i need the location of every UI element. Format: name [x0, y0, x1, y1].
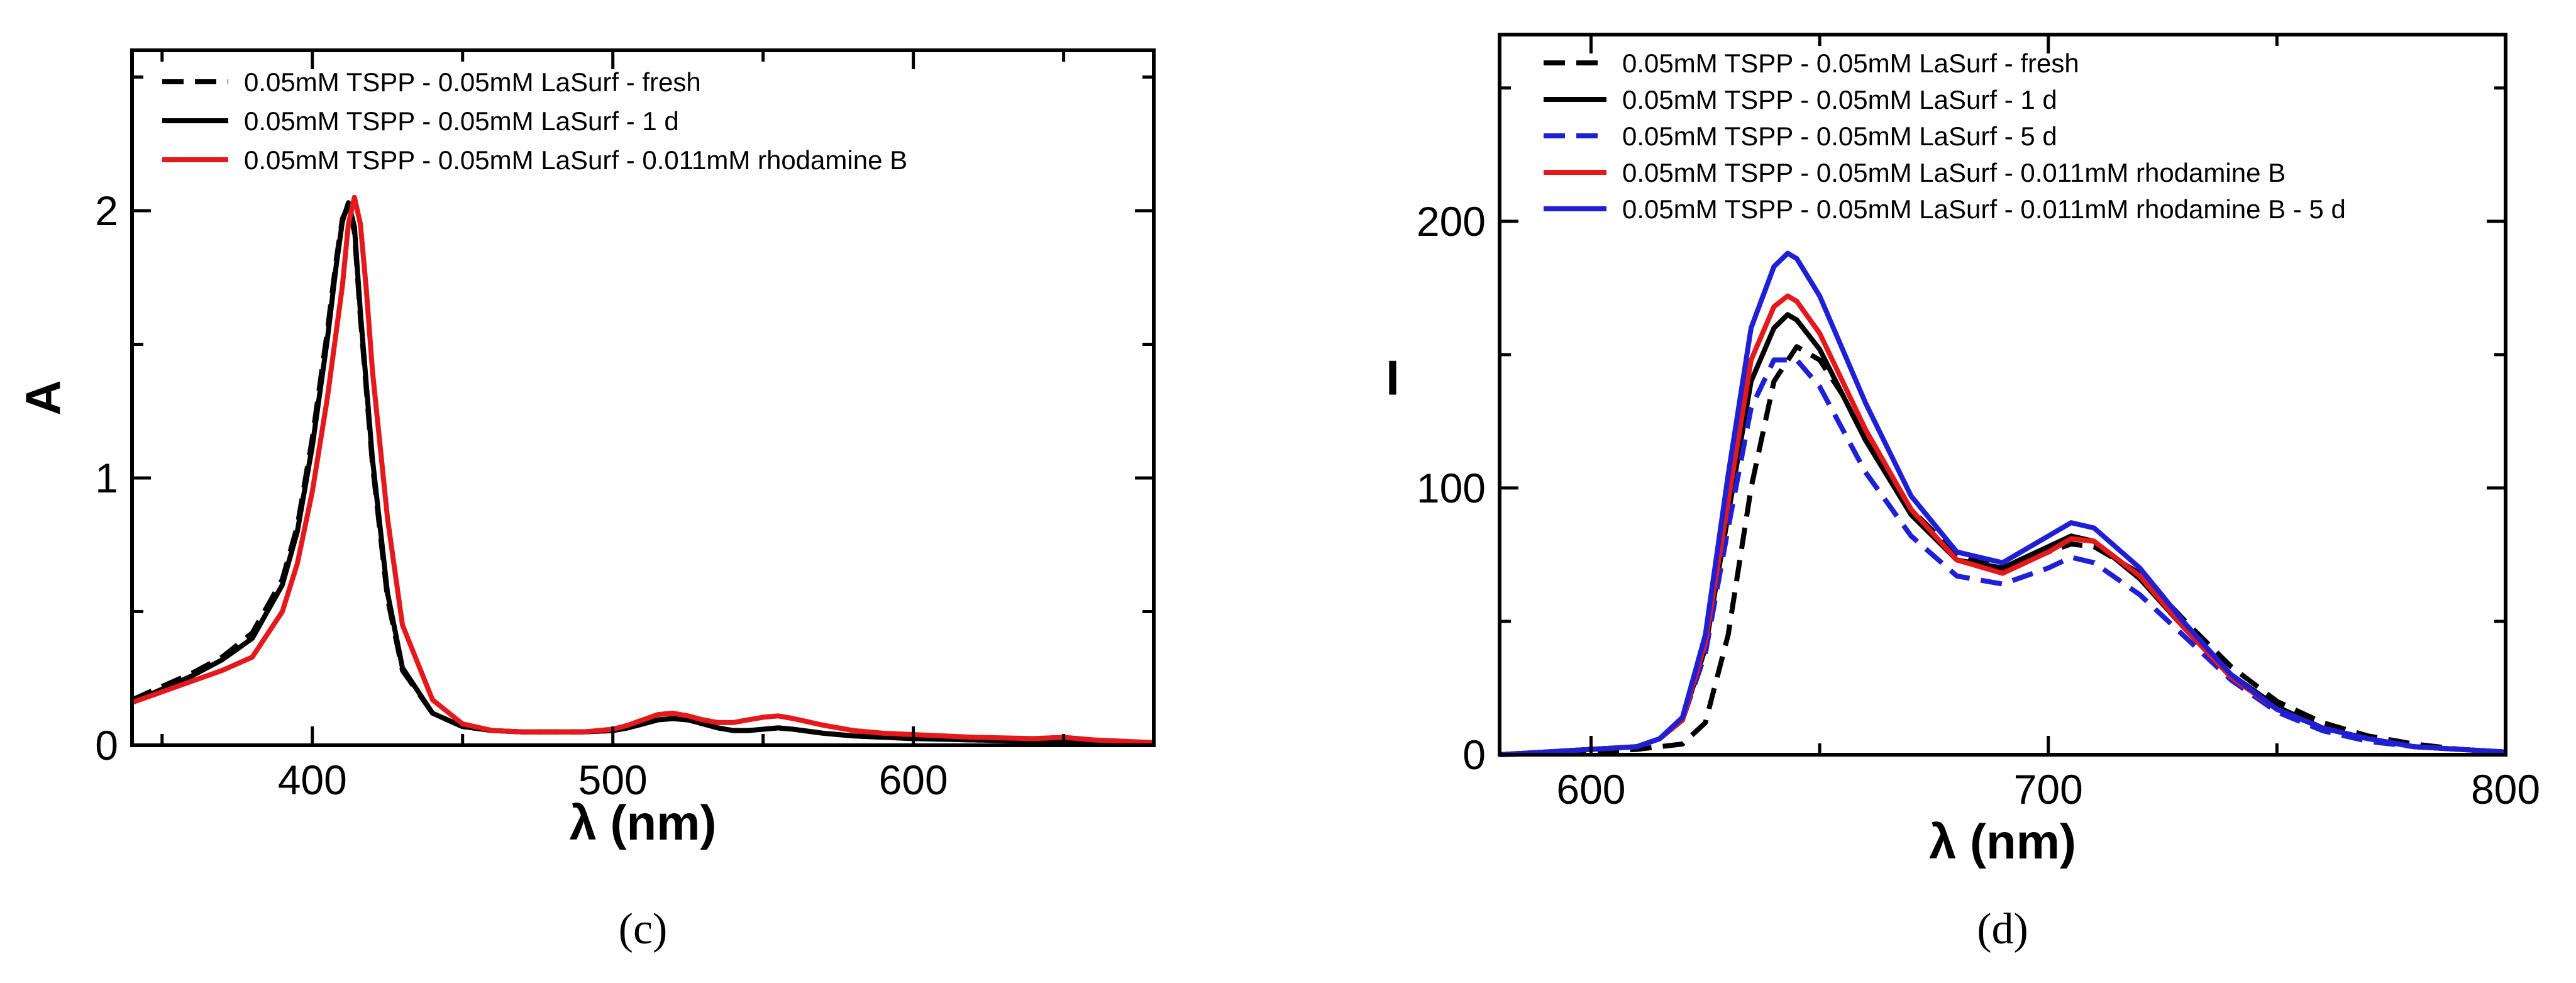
x-axis-label: λ (nm) — [1929, 814, 2076, 869]
legend-entry: 0.05mM TSPP - 0.05mM LaSurf - 0.011mM rh… — [244, 145, 907, 175]
series-line-2-2 — [1499, 312, 2506, 757]
series-line-1-3 — [131, 194, 1154, 745]
series-line-2-4 — [1499, 293, 2506, 757]
x-tick-label: 400 — [278, 757, 347, 803]
legend-entry: 0.05mM TSPP - 0.05mM LaSurf - 0.011mM rh… — [1622, 158, 2286, 187]
panel-label: (d) — [1977, 905, 2028, 953]
y-tick-label: 1 — [95, 455, 118, 501]
y-tick-label: 0 — [95, 722, 118, 769]
y-axis-label: A — [15, 380, 70, 415]
plot-frame-1 — [130, 48, 1156, 747]
x-tick-label: 600 — [879, 757, 948, 803]
legend-entry: 0.05mM TSPP - 0.05mM LaSurf - 1 d — [1622, 85, 2057, 114]
plot-frame-2 — [1498, 33, 2507, 757]
x-axis-label: λ (nm) — [570, 795, 717, 850]
legend-entry: 0.05mM TSPP - 0.05mM LaSurf - fresh — [244, 67, 701, 97]
legend-entry: 0.05mM TSPP - 0.05mM LaSurf - 5 d — [1622, 121, 2057, 151]
panel-label: (c) — [619, 905, 668, 953]
x-tick-label: 800 — [2471, 766, 2540, 813]
y-tick-label: 200 — [1417, 198, 1486, 245]
series-line-1-1 — [131, 203, 1154, 745]
series-line-1-2 — [131, 200, 1154, 745]
legend-entry: 0.05mM TSPP - 0.05mM LaSurf - 1 d — [244, 106, 679, 136]
x-tick-label: 500 — [578, 757, 648, 803]
y-axis-label: I — [1386, 350, 1400, 406]
series-line-2-5 — [1499, 250, 2506, 757]
x-tick-label: 700 — [2014, 766, 2083, 813]
legend-entry: 0.05mM TSPP - 0.05mM LaSurf - 0.011mM rh… — [1622, 194, 2346, 224]
legend-entry: 0.05mM TSPP - 0.05mM LaSurf - fresh — [1622, 48, 2079, 78]
x-tick-label: 600 — [1556, 766, 1625, 813]
y-tick-label: 100 — [1417, 465, 1486, 511]
series-line-2-3 — [1499, 357, 2506, 757]
series-line-2-1 — [1499, 344, 2506, 757]
y-tick-label: 0 — [1462, 731, 1486, 778]
y-tick-label: 2 — [95, 187, 118, 234]
